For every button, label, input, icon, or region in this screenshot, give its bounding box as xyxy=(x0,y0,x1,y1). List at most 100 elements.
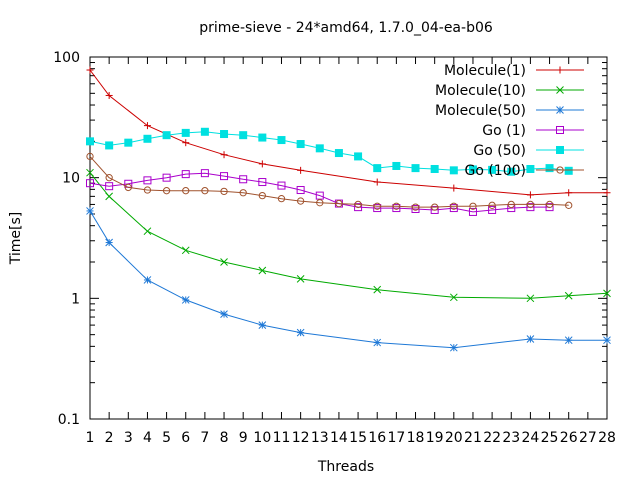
data-point xyxy=(488,201,496,209)
data-point xyxy=(565,201,573,209)
data-point xyxy=(526,294,535,303)
data-point xyxy=(526,164,535,173)
data-point xyxy=(143,122,151,130)
legend-item: Molecule(1) xyxy=(444,63,584,79)
x-tick-label: 16 xyxy=(368,430,386,446)
data-point xyxy=(507,200,515,209)
data-point xyxy=(469,202,477,210)
data-point xyxy=(334,149,343,158)
data-point xyxy=(220,187,228,196)
data-point xyxy=(468,165,477,174)
data-point xyxy=(373,204,382,213)
x-tick-label: 27 xyxy=(579,430,597,446)
data-point xyxy=(354,200,362,209)
legend-marker xyxy=(556,146,564,154)
x-tick-label: 23 xyxy=(502,430,520,446)
data-point xyxy=(392,202,401,210)
data-point xyxy=(430,205,439,214)
data-point xyxy=(565,189,573,197)
data-point xyxy=(258,178,267,187)
series-molecule-50 xyxy=(86,207,611,352)
data-point xyxy=(449,166,458,175)
legend-label: Molecule(10) xyxy=(435,83,526,99)
series-line xyxy=(89,210,607,349)
x-tick-label: 21 xyxy=(464,430,482,446)
legend-label: Go (100) xyxy=(464,163,526,179)
legend-marker xyxy=(556,126,564,134)
data-point xyxy=(373,202,381,210)
x-tick-label: 5 xyxy=(162,430,171,446)
x-tick-label: 15 xyxy=(349,430,367,446)
legend-item: Go (1) xyxy=(482,123,584,139)
data-point xyxy=(488,165,497,174)
y-axis-label: Time[s] xyxy=(8,212,24,265)
data-point xyxy=(86,207,94,215)
data-point xyxy=(296,275,305,283)
x-tick-label: 28 xyxy=(598,430,616,446)
data-point xyxy=(258,160,266,168)
legend-item: Go (50) xyxy=(473,143,584,159)
legend-marker xyxy=(556,166,564,174)
chart-title: prime-sieve - 24*amd64, 1.7.0_04-ea-b06 xyxy=(199,20,493,36)
data-point xyxy=(258,266,267,275)
x-axis-label: Threads xyxy=(317,459,374,475)
data-point xyxy=(220,130,229,139)
legend-marker xyxy=(556,66,564,74)
data-point xyxy=(86,168,94,177)
data-point xyxy=(411,204,420,213)
x-tick-label: 4 xyxy=(143,430,152,446)
data-point xyxy=(220,258,228,266)
data-point xyxy=(258,321,267,329)
data-point xyxy=(86,66,94,74)
series-line xyxy=(89,69,607,196)
x-tick-label: 22 xyxy=(483,430,501,446)
x-tick-label: 1 xyxy=(86,430,95,446)
data-point xyxy=(354,152,363,161)
y-tick-label: 100 xyxy=(53,50,80,66)
data-point xyxy=(86,152,94,161)
y-tick-label: 10 xyxy=(62,171,80,187)
plot-frame xyxy=(89,56,608,420)
data-point xyxy=(296,197,305,205)
series-molecule-1 xyxy=(86,66,611,199)
data-point xyxy=(239,131,248,140)
data-point xyxy=(86,137,94,146)
data-point xyxy=(603,336,611,345)
data-point xyxy=(545,203,554,212)
data-point xyxy=(105,141,114,150)
data-point xyxy=(181,170,190,179)
data-point xyxy=(315,144,324,153)
series-go-1 xyxy=(86,169,554,216)
data-point xyxy=(296,186,305,195)
legend-marker xyxy=(556,106,564,114)
data-point xyxy=(316,199,324,207)
data-point xyxy=(105,192,114,201)
data-point xyxy=(449,204,458,213)
x-tick-label: 6 xyxy=(181,430,190,446)
x-tick-label: 14 xyxy=(330,430,348,446)
data-point xyxy=(239,175,248,184)
data-point xyxy=(545,200,554,209)
x-tick-label: 3 xyxy=(124,430,133,446)
data-point xyxy=(564,336,573,345)
x-tick-label: 10 xyxy=(253,430,271,446)
data-point xyxy=(86,179,94,188)
series-molecule-10 xyxy=(86,168,611,303)
data-point xyxy=(526,203,535,212)
data-point xyxy=(143,227,152,236)
data-point xyxy=(297,166,305,174)
legend-item: Molecule(10) xyxy=(435,83,584,99)
data-point xyxy=(373,178,381,186)
legend: Molecule(1) Molecule(10) Molecule(50) Go (1… xyxy=(435,63,584,179)
data-point xyxy=(162,173,171,182)
data-point xyxy=(468,207,477,216)
legend-marker xyxy=(556,86,564,94)
data-point xyxy=(277,136,286,145)
data-point xyxy=(526,191,534,199)
data-point xyxy=(449,293,458,302)
data-point xyxy=(296,140,305,149)
data-point xyxy=(373,338,382,347)
data-point xyxy=(450,202,458,210)
legend-label: Molecule(1) xyxy=(444,63,526,79)
